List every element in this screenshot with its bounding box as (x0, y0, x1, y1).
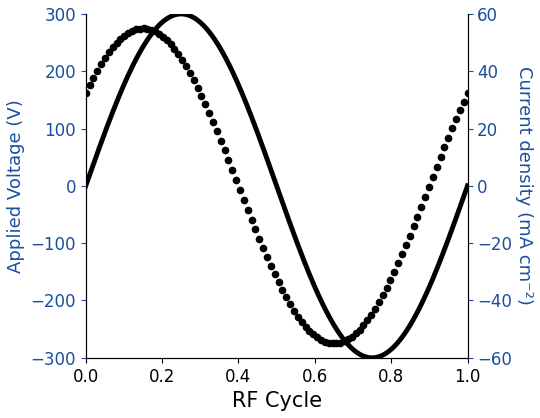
Y-axis label: Current density (mA cm⁻²): Current density (mA cm⁻²) (515, 66, 533, 305)
Y-axis label: Applied Voltage (V): Applied Voltage (V) (7, 99, 25, 273)
X-axis label: RF Cycle: RF Cycle (232, 391, 322, 411)
